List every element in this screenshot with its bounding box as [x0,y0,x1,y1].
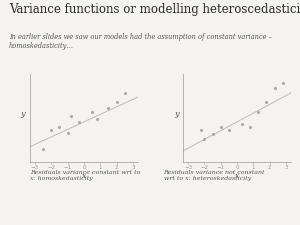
Point [199,128,203,132]
Y-axis label: y: y [21,110,26,118]
Point [90,110,94,114]
Point [68,114,73,118]
Point [248,125,253,129]
X-axis label: x: x [235,172,239,180]
Point [280,81,285,84]
Point [226,128,231,132]
Point [218,125,223,129]
Point [106,106,111,110]
Text: Residuals variance constant wrt to
x: homoskedasticity: Residuals variance constant wrt to x: ho… [30,170,140,181]
Point [41,148,46,151]
Point [272,87,277,90]
Point [240,122,244,125]
Point [256,110,261,114]
Point [49,128,54,132]
Point [202,137,207,140]
Point [76,120,81,124]
X-axis label: x: x [82,172,86,180]
Text: In earlier slides we saw our models had the assumption of constant variance –
ho: In earlier slides we saw our models had … [9,33,272,50]
Text: Residuals variance not constant
wrt to x: heteroskedasticity: Residuals variance not constant wrt to x… [164,170,265,181]
Text: Variance functions or modelling heteroscedasticity: Variance functions or modelling heterosc… [9,3,300,16]
Point [65,131,70,135]
Y-axis label: y: y [174,110,178,118]
Point [114,100,119,104]
Point [94,117,99,120]
Point [122,92,127,95]
Point [210,133,215,136]
Point [57,125,62,129]
Point [264,100,269,104]
